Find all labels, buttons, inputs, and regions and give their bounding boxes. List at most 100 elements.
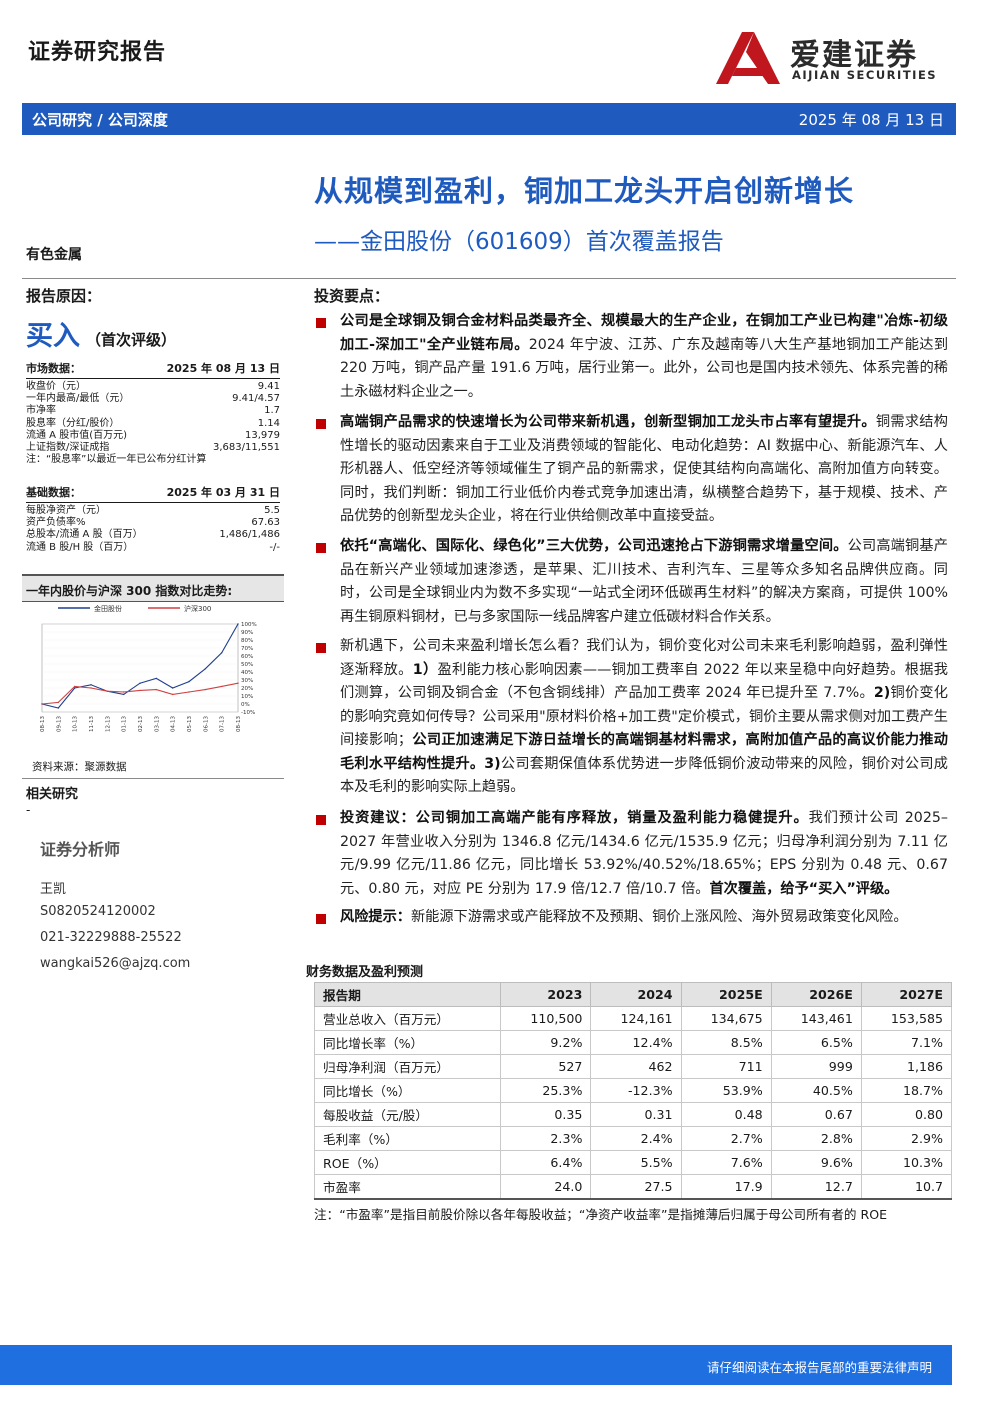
data-point bbox=[171, 687, 174, 689]
analyst-cert: S0820524120002 bbox=[40, 904, 156, 919]
rating-value: 买入 bbox=[26, 321, 80, 352]
data-point bbox=[188, 691, 190, 693]
row-label: 同比增长（%） bbox=[313, 1078, 502, 1103]
basic-value: -/- bbox=[269, 541, 280, 553]
data-point bbox=[122, 691, 125, 693]
basic-value: 5.5 bbox=[264, 505, 280, 516]
x-tick-label: 01-13 bbox=[122, 716, 128, 732]
table-cell: 17.9 bbox=[680, 1174, 772, 1200]
basic-row: 流通 B 股/H 股（百万） -/- bbox=[26, 542, 280, 554]
aijian-logo-icon bbox=[716, 32, 780, 84]
column-header: 报告期 bbox=[313, 982, 502, 1007]
y-tick-label: 60% bbox=[241, 654, 253, 660]
market-value: 1.7 bbox=[264, 405, 280, 417]
table-cell: 24.0 bbox=[500, 1174, 592, 1200]
table-cell: 9.2% bbox=[500, 1030, 592, 1055]
table-row: 同比增长率（%） 9.2% 12.4% 8.5% 6.5% 7.1% bbox=[313, 1030, 953, 1055]
table-cell: 0.80 bbox=[860, 1102, 953, 1127]
y-tick-label: 30% bbox=[241, 678, 253, 684]
x-tick-label: 05-13 bbox=[187, 716, 193, 732]
key-point-bold: 投资建议：公司铜加工高端产能有序释放，销量及盈利能力稳健提升。 bbox=[340, 810, 809, 826]
row-label: 归母净利润（百万元） bbox=[313, 1054, 502, 1079]
data-point bbox=[139, 689, 141, 692]
y-tick-label: 90% bbox=[241, 630, 253, 636]
rating-note: （首次评级） bbox=[86, 331, 177, 349]
divider bbox=[22, 778, 284, 779]
report-category: 公司研究 / 公司深度 bbox=[32, 111, 168, 129]
y-tick-label: 100% bbox=[241, 622, 257, 628]
y-tick-label: 70% bbox=[241, 646, 253, 652]
table-note: 注：“市盈率”是指目前股价除以各年每股收益；“净资产收益率”是指摊薄后归属于母公… bbox=[314, 1207, 888, 1222]
key-point: 依托“高端化、国际化、绿色化”三大优势，公司迅速抢占下游铜需求增量空间。公司高端… bbox=[340, 535, 948, 629]
market-value: 1.14 bbox=[257, 417, 280, 429]
basic-row: 资产负债率% 67.63 bbox=[26, 517, 280, 529]
market-key: 股息率（分红/股价） bbox=[26, 417, 120, 429]
dividend-note: 注：“股息率”以最近一年已公布分红计算 bbox=[26, 454, 207, 466]
data-point bbox=[220, 652, 223, 654]
data-point bbox=[237, 682, 239, 684]
table-row: ROE（%） 6.4% 5.5% 7.6% 9.6% 10.3% bbox=[313, 1150, 953, 1175]
data-point bbox=[155, 688, 158, 691]
table-cell: 10.7 bbox=[860, 1174, 953, 1200]
basic-key: 资产负债率% bbox=[26, 517, 86, 529]
x-tick-label: 06-13 bbox=[203, 716, 209, 732]
row-label: 同比增长率（%） bbox=[313, 1030, 502, 1055]
key-point-bold: 公司正加速满足下游日益增长的高端铜基材料需求，高附加值产品的高议价能力推动毛利水… bbox=[340, 732, 948, 772]
table-cell: 0.67 bbox=[770, 1102, 862, 1127]
y-tick-label: 10% bbox=[241, 694, 253, 700]
logo-text-en: AIJIAN SECURITIES bbox=[792, 68, 938, 82]
table-cell: 25.3% bbox=[500, 1078, 592, 1103]
table-row: 归母净利润（百万元） 527 462 711 999 1,186 bbox=[313, 1054, 953, 1079]
legal-notice: 请仔细阅读在本报告尾部的重要法律声明 bbox=[706, 1360, 932, 1375]
table-cell: 0.31 bbox=[590, 1102, 682, 1127]
table-cell: 27.5 bbox=[590, 1174, 682, 1200]
table-cell: 0.35 bbox=[500, 1102, 592, 1127]
key-point: 公司是全球铜及铜合金材料品类最齐全、规模最大的生产企业，在铜加工产业已构建"冶炼… bbox=[340, 310, 948, 404]
table-cell: 110,500 bbox=[500, 1006, 592, 1031]
table-cell: 7.6% bbox=[680, 1150, 772, 1175]
basic-key: 总股本/流通 A 股（百万） bbox=[26, 529, 143, 541]
y-tick-label: -10% bbox=[241, 710, 255, 716]
company-logo: 爱建证券 AIJIAN SECURITIES bbox=[712, 30, 957, 84]
financial-table: 报告期 2023 2024 2025E 2026E 2027E 营业总收入（百万… bbox=[313, 982, 953, 1200]
table-cell: 18.7% bbox=[860, 1078, 953, 1103]
table-cell: 2.3% bbox=[500, 1126, 592, 1151]
basic-key: 每股净资产（元） bbox=[26, 505, 106, 516]
data-point bbox=[73, 685, 76, 688]
key-point-bold: 依托“高端化、国际化、绿色化”三大优势，公司迅速抢占下游铜需求增量空间。 bbox=[340, 538, 848, 554]
analyst-title: 证券分析师 bbox=[40, 840, 121, 859]
key-point-text: 铜需求结构性增长的驱动因素来自于工业及消费领域的智能化、电动化趋势：AI 数据中… bbox=[340, 414, 948, 524]
market-key: 一年内最高/最低（元） bbox=[26, 393, 130, 405]
key-point-bold: 1） bbox=[412, 661, 438, 678]
market-key: 流通 A 股市值(百万元) bbox=[26, 429, 128, 441]
key-point-text: 我们预计公司 2025–2027 年营业收入分别为 1346.8 亿元/1434… bbox=[340, 810, 948, 897]
table-cell: 711 bbox=[680, 1054, 772, 1079]
market-row: 一年内最高/最低（元） 9.41/4.57 bbox=[26, 393, 280, 405]
legend-label: 金田股份 bbox=[94, 604, 122, 613]
table-cell: 8.5% bbox=[680, 1030, 772, 1055]
table-row: 每股收益（元/股） 0.35 0.31 0.48 0.67 0.80 bbox=[313, 1102, 953, 1127]
x-tick-label: 09-13 bbox=[56, 716, 62, 732]
table-row: 营业总收入（百万元） 110,500 124,161 134,675 143,461 15… bbox=[313, 1006, 953, 1031]
column-header: 2027E bbox=[860, 982, 953, 1007]
table-cell: 0.48 bbox=[680, 1102, 772, 1127]
table-cell: 143,461 bbox=[770, 1006, 862, 1031]
key-point-bold: 高端铜产品需求的快速增长为公司带来新机遇，创新型铜加工龙头市占率有望提升。 bbox=[340, 414, 876, 430]
key-point-text: 铜价变化的影响究竟如何传导？公司采用"原材料价格+加工费"定价模式，铜价主要从需… bbox=[340, 685, 948, 748]
analyst-email[interactable]: wangkai526@ajzq.com bbox=[40, 956, 191, 971]
data-point bbox=[220, 685, 223, 688]
bullet-icon bbox=[316, 643, 326, 653]
table-cell: 462 bbox=[590, 1054, 682, 1079]
key-point-text: 盈利能力核心影响因素——铜加工费率自 2022 年以来呈稳中向好趋势。根据我们测… bbox=[340, 661, 948, 702]
key-point: 高端铜产品需求的快速增长为公司带来新机遇，创新型铜加工龙头市占率有望提升。铜需求… bbox=[340, 411, 948, 529]
series-line-0 bbox=[41, 623, 239, 709]
document-type: 证券研究报告 bbox=[28, 40, 167, 65]
table-cell: 6.5% bbox=[770, 1030, 862, 1055]
table-cell: 12.4% bbox=[590, 1030, 682, 1055]
market-value: 9.41/4.57 bbox=[232, 393, 280, 405]
key-point-bold: 风险提示： bbox=[340, 909, 411, 925]
table-header-row: 报告期 2023 2024 2025E 2026E 2027E bbox=[313, 982, 953, 1007]
basic-row: 每股净资产（元） 5.5 bbox=[26, 505, 280, 517]
table-cell: 10.3% bbox=[860, 1150, 953, 1175]
market-value: 9.41 bbox=[257, 381, 280, 392]
